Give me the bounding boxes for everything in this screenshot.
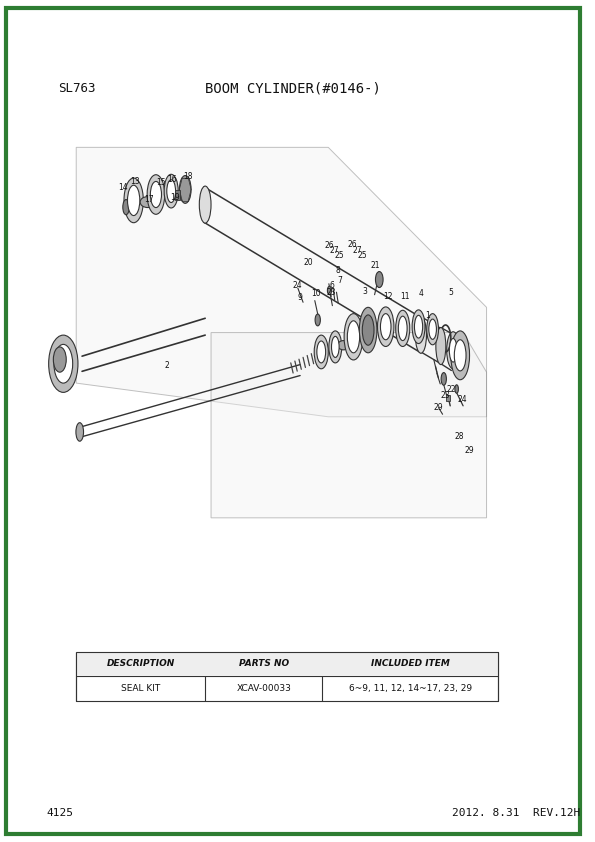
- Text: 3: 3: [363, 287, 368, 296]
- Ellipse shape: [123, 200, 129, 215]
- Bar: [76, 652, 498, 701]
- Text: 19: 19: [170, 194, 180, 202]
- Ellipse shape: [127, 185, 140, 216]
- Ellipse shape: [377, 306, 394, 347]
- Text: 4: 4: [419, 290, 424, 298]
- Ellipse shape: [327, 286, 331, 295]
- Text: INCLUDED ITEM: INCLUDED ITEM: [371, 659, 450, 669]
- Ellipse shape: [375, 271, 383, 288]
- Text: 6~9, 11, 12, 14~17, 23, 29: 6~9, 11, 12, 14~17, 23, 29: [349, 684, 472, 693]
- Text: 29: 29: [464, 446, 474, 455]
- Ellipse shape: [451, 331, 469, 380]
- Ellipse shape: [179, 176, 191, 204]
- Ellipse shape: [151, 182, 161, 208]
- Text: 1: 1: [425, 312, 430, 320]
- Text: 13: 13: [130, 177, 140, 185]
- Bar: [446, 395, 450, 401]
- Ellipse shape: [140, 197, 155, 207]
- Ellipse shape: [164, 174, 178, 208]
- Ellipse shape: [347, 321, 359, 353]
- Ellipse shape: [380, 313, 391, 339]
- Ellipse shape: [441, 372, 446, 386]
- Text: 22: 22: [447, 386, 456, 394]
- Text: XCAV-00033: XCAV-00033: [236, 684, 291, 693]
- Text: 18: 18: [183, 173, 192, 181]
- Ellipse shape: [415, 316, 422, 338]
- Text: 25: 25: [358, 251, 367, 259]
- Ellipse shape: [147, 175, 165, 215]
- Ellipse shape: [359, 307, 377, 353]
- Ellipse shape: [199, 186, 211, 223]
- Ellipse shape: [398, 317, 407, 341]
- Text: 2012. 8.31  REV.12H: 2012. 8.31 REV.12H: [452, 807, 580, 818]
- Ellipse shape: [315, 314, 320, 326]
- Text: 27: 27: [352, 246, 362, 254]
- Ellipse shape: [455, 385, 458, 393]
- Ellipse shape: [317, 341, 325, 363]
- Text: 28: 28: [455, 433, 464, 441]
- Polygon shape: [76, 147, 487, 417]
- Text: 20: 20: [303, 258, 313, 267]
- Text: BOOM CYLINDER(#0146-): BOOM CYLINDER(#0146-): [205, 82, 381, 95]
- Ellipse shape: [412, 310, 425, 344]
- Text: 14: 14: [118, 184, 128, 192]
- Text: 26: 26: [347, 240, 357, 248]
- Ellipse shape: [362, 315, 374, 345]
- Ellipse shape: [449, 338, 457, 362]
- Text: 6: 6: [330, 281, 334, 290]
- Text: 16: 16: [168, 175, 177, 184]
- Polygon shape: [211, 333, 487, 518]
- Ellipse shape: [54, 347, 66, 372]
- Text: 11: 11: [400, 292, 410, 301]
- Text: 8: 8: [336, 266, 340, 274]
- Bar: [76, 652, 498, 676]
- Text: 17: 17: [144, 195, 154, 204]
- Ellipse shape: [447, 332, 459, 369]
- Text: 23: 23: [441, 392, 450, 400]
- Text: 26: 26: [325, 241, 334, 249]
- Ellipse shape: [54, 344, 73, 383]
- Text: 27: 27: [329, 247, 339, 255]
- Text: 9: 9: [298, 293, 303, 301]
- Text: 15: 15: [156, 179, 165, 187]
- Ellipse shape: [344, 314, 363, 360]
- Text: 29: 29: [434, 403, 443, 412]
- Text: 23: 23: [327, 288, 336, 296]
- Text: 5: 5: [449, 288, 453, 296]
- Bar: [175, 190, 180, 200]
- Ellipse shape: [314, 335, 328, 369]
- Text: 24: 24: [292, 281, 302, 290]
- Ellipse shape: [124, 179, 143, 223]
- Text: PARTS NO: PARTS NO: [239, 659, 289, 669]
- Ellipse shape: [167, 180, 176, 202]
- Text: 4125: 4125: [47, 807, 74, 818]
- Ellipse shape: [76, 423, 83, 441]
- Text: 10: 10: [311, 290, 321, 298]
- Text: SL763: SL763: [59, 82, 96, 95]
- Ellipse shape: [49, 335, 78, 392]
- Ellipse shape: [331, 337, 339, 358]
- Text: 24: 24: [458, 396, 467, 404]
- Ellipse shape: [396, 311, 410, 347]
- Text: 25: 25: [334, 252, 344, 260]
- Ellipse shape: [429, 319, 437, 339]
- Text: 7: 7: [337, 276, 343, 285]
- Ellipse shape: [436, 328, 446, 365]
- Text: SEAL KIT: SEAL KIT: [121, 684, 160, 693]
- Text: 2: 2: [165, 361, 170, 370]
- Text: 21: 21: [371, 261, 380, 269]
- Ellipse shape: [427, 314, 439, 345]
- Ellipse shape: [337, 341, 349, 350]
- Ellipse shape: [329, 331, 342, 363]
- Ellipse shape: [415, 317, 427, 354]
- Text: 12: 12: [383, 292, 392, 301]
- Ellipse shape: [455, 340, 466, 371]
- Text: DESCRIPTION: DESCRIPTION: [107, 659, 175, 669]
